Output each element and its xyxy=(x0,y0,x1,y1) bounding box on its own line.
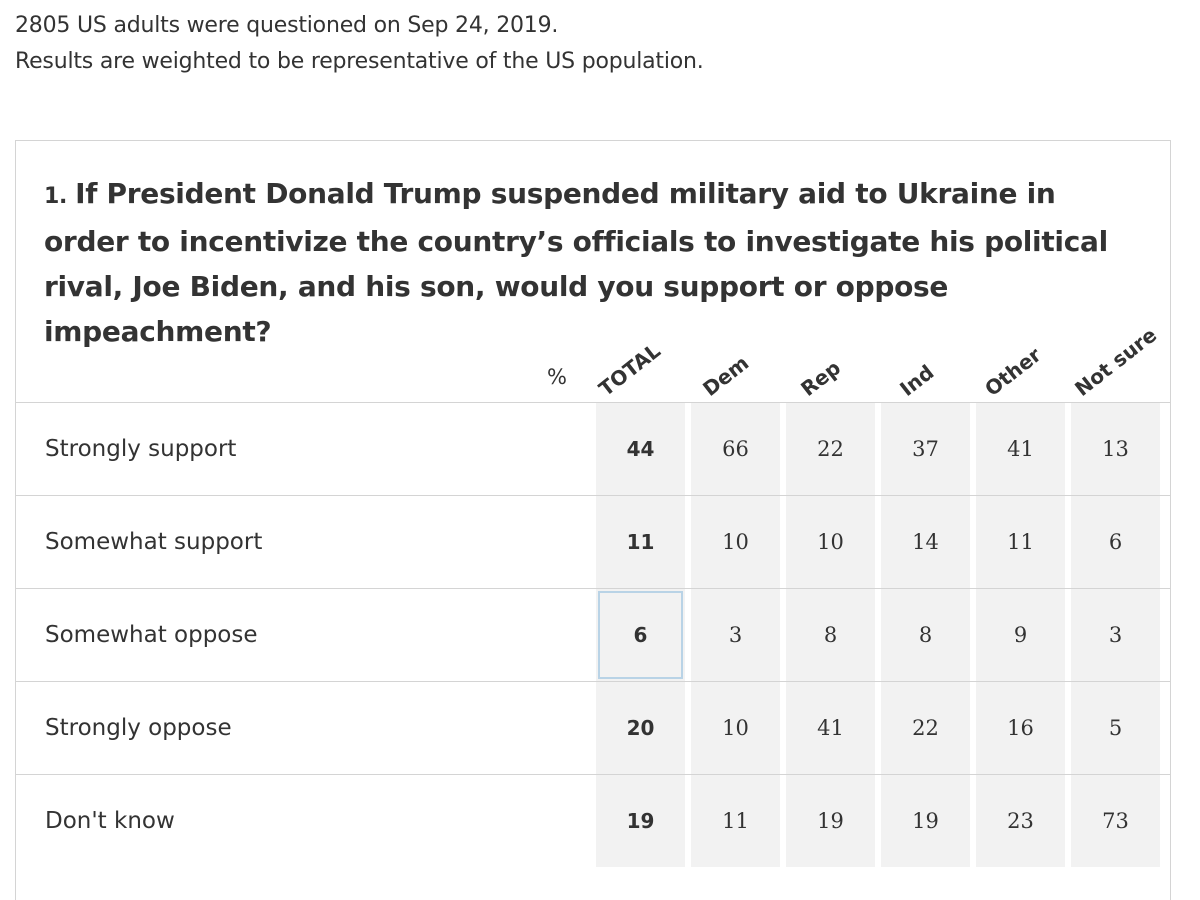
table-cell[interactable]: 13 xyxy=(1071,403,1160,495)
table-row: Strongly oppose 20 10 41 22 16 5 xyxy=(16,681,1170,774)
sample-description: 2805 US adults were questioned on Sep 24… xyxy=(15,13,559,38)
percent-unit-label: % xyxy=(547,365,567,389)
table-cell[interactable]: 41 xyxy=(976,403,1065,495)
table-cell[interactable]: 37 xyxy=(881,403,970,495)
table-row: Strongly support 44 66 22 37 41 13 xyxy=(16,402,1170,495)
survey-meta: 2805 US adults were questioned on Sep 24… xyxy=(15,8,704,80)
question-card: 1. If President Donald Trump suspended mi… xyxy=(15,140,1171,900)
table-cell[interactable]: 11 xyxy=(976,496,1065,588)
results-table: Strongly support 44 66 22 37 41 13 Somew… xyxy=(16,402,1170,867)
table-cell[interactable]: 23 xyxy=(976,775,1065,867)
table-cell[interactable]: 41 xyxy=(786,682,875,774)
table-cell[interactable]: 73 xyxy=(1071,775,1160,867)
question-text: If President Donald Trump suspended mili… xyxy=(44,177,1108,348)
question-title: 1. If President Donald Trump suspended mi… xyxy=(44,171,1144,354)
table-cell-total[interactable]: 19 xyxy=(596,775,685,867)
table-cell[interactable]: 8 xyxy=(881,589,970,681)
table-cell-total[interactable]: 11 xyxy=(596,496,685,588)
table-cell[interactable]: 22 xyxy=(881,682,970,774)
table-cell[interactable]: 11 xyxy=(691,775,780,867)
weighting-note: Results are weighted to be representativ… xyxy=(15,49,704,74)
table-cell[interactable]: 3 xyxy=(691,589,780,681)
table-cell[interactable]: 19 xyxy=(786,775,875,867)
table-cell[interactable]: 6 xyxy=(1071,496,1160,588)
table-cell[interactable]: 16 xyxy=(976,682,1065,774)
table-cell[interactable]: 19 xyxy=(881,775,970,867)
table-row: Don't know 19 11 19 19 23 73 xyxy=(16,774,1170,867)
table-row: Somewhat support 11 10 10 14 11 6 xyxy=(16,495,1170,588)
table-cell-total[interactable]: 20 xyxy=(596,682,685,774)
table-cell[interactable]: 5 xyxy=(1071,682,1160,774)
table-cell-total-selected[interactable]: 6 xyxy=(596,589,685,681)
table-cell[interactable]: 8 xyxy=(786,589,875,681)
row-label: Somewhat support xyxy=(45,529,263,555)
table-cell[interactable]: 10 xyxy=(786,496,875,588)
table-row: Somewhat oppose 6 3 8 8 9 3 xyxy=(16,588,1170,681)
table-cell[interactable]: 10 xyxy=(691,682,780,774)
table-cell[interactable]: 10 xyxy=(691,496,780,588)
table-cell[interactable]: 14 xyxy=(881,496,970,588)
row-label: Strongly oppose xyxy=(45,715,232,741)
table-cell[interactable]: 3 xyxy=(1071,589,1160,681)
table-cell[interactable]: 22 xyxy=(786,403,875,495)
row-label: Somewhat oppose xyxy=(45,622,258,648)
row-label: Don't know xyxy=(45,808,175,834)
row-label: Strongly support xyxy=(45,436,237,462)
table-cell-total[interactable]: 44 xyxy=(596,403,685,495)
table-cell[interactable]: 66 xyxy=(691,403,780,495)
question-number: 1. xyxy=(44,184,68,209)
table-cell[interactable]: 9 xyxy=(976,589,1065,681)
